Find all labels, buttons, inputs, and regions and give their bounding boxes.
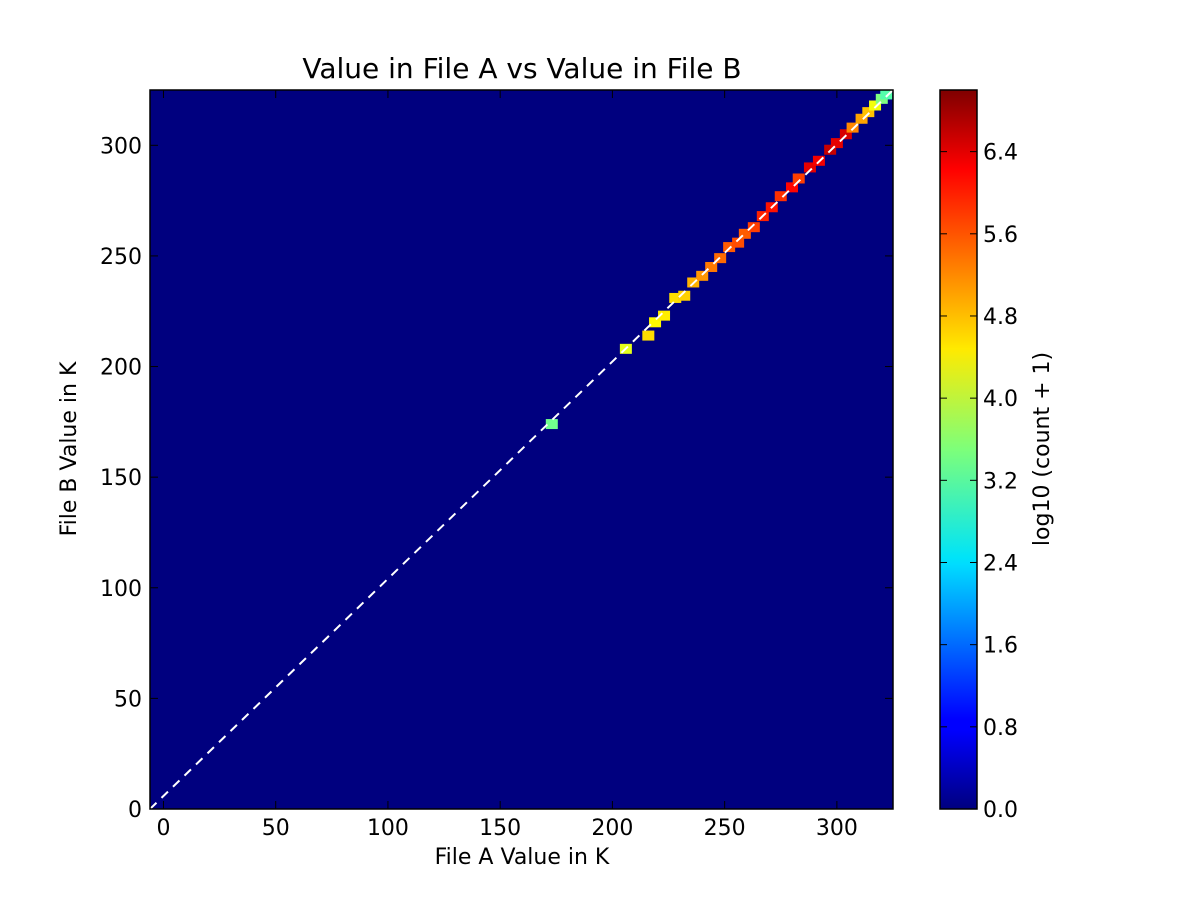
heatmap-cell: [869, 100, 882, 111]
heatmap-cell: [862, 107, 875, 118]
x-tick-label: 150: [479, 816, 521, 841]
heatmap-cell: [785, 182, 798, 193]
colorbar-tick-label: 2.4: [983, 551, 1018, 576]
chart-title: Value in File A vs Value in File B: [302, 52, 741, 85]
colorbar-ticks: 0.0 0.8 1.6 2.4 3.2 4.0 4.8 5.6 6.4: [940, 141, 1018, 823]
heatmap-cell: [803, 162, 816, 173]
colorbar: [939, 89, 978, 810]
heatmap-cell: [705, 261, 718, 272]
heatmap-cell: [830, 138, 843, 149]
heatmap-cell: [738, 228, 751, 239]
x-axis-label: File A Value in K: [435, 845, 610, 870]
y-tick-label: 50: [114, 687, 142, 712]
heatmap-cell: [658, 310, 671, 321]
y-tick-label: 300: [100, 134, 142, 159]
heatmap-cell: [855, 113, 868, 124]
y-tick-label: 150: [100, 466, 142, 491]
heatmap-cell: [732, 237, 745, 248]
x-tick-label: 200: [591, 816, 633, 841]
heatmap-cell: [696, 270, 709, 281]
colorbar-tick-label: 0.0: [983, 798, 1018, 823]
y-tick-label: 200: [100, 356, 142, 381]
y-axis-label: File B Value in K: [57, 361, 82, 536]
heatmap-cell: [792, 173, 805, 184]
colorbar-tick-label: 6.4: [983, 141, 1018, 166]
x-tick-label: 250: [704, 816, 746, 841]
y-axis-ticks: 0 50 100 150 200 250 300: [100, 134, 893, 823]
heatmap-cell: [839, 129, 852, 140]
heatmap-cell: [723, 242, 736, 253]
colorbar-tick-label: 0.8: [983, 716, 1018, 741]
colorbar-label: log10 (count + 1): [1030, 352, 1055, 546]
colorbar-tick-label: 5.6: [983, 223, 1018, 248]
heatmap-cell: [880, 90, 893, 100]
heatmap-cell: [642, 330, 655, 341]
y-tick-label: 0: [128, 798, 142, 823]
x-axis-ticks: 0 50 100 150 200 250 300: [156, 90, 858, 841]
heatmap-cell: [545, 419, 558, 430]
x-tick-label: 0: [156, 816, 170, 841]
heatmap-cell: [846, 122, 859, 133]
reference-diagonal-line: [150, 90, 893, 809]
heatmap-cell: [774, 191, 787, 202]
heatmap-cell: [747, 222, 760, 233]
y-tick-label: 250: [100, 245, 142, 270]
colorbar-tick-label: 4.8: [983, 305, 1018, 330]
y-tick-label: 100: [100, 577, 142, 602]
heatmap-cell: [649, 317, 662, 328]
colorbar-tick-label: 4.0: [983, 387, 1018, 412]
heatmap-cell: [669, 292, 682, 303]
colorbar-tick-label: 3.2: [983, 469, 1018, 494]
heatmap-cell: [678, 290, 691, 301]
plot-area-frame: [149, 89, 894, 810]
colorbar-tick-label: 1.6: [983, 634, 1018, 659]
x-tick-label: 100: [367, 816, 409, 841]
x-tick-label: 300: [816, 816, 858, 841]
x-tick-label: 50: [262, 816, 290, 841]
